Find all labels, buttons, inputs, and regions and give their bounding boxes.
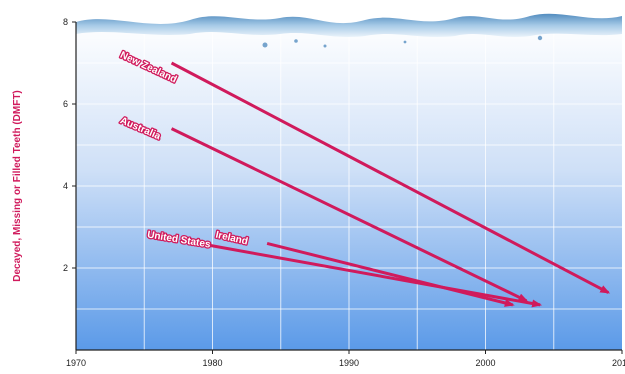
water-surface-decoration [76,13,622,48]
y-tick-label: 2 [63,263,68,273]
series-arrow-new-zealand [170,61,611,294]
series-arrow-ireland [266,241,515,307]
y-tick-labels: 2 4 6 8 [63,17,76,273]
y-tick-label: 4 [63,181,68,191]
x-tick-label: 1970 [66,358,86,368]
series-arrow-united-states [198,241,543,308]
series-arrow-australia [170,127,529,303]
grid-lines [76,22,622,350]
series-arrows [170,61,611,308]
x-tick-labels: 1970 1980 1990 2000 2010 [66,350,625,368]
x-tick-label: 1980 [202,358,222,368]
x-tick-label: 2010 [612,358,625,368]
y-tick-label: 6 [63,99,68,109]
y-tick-label: 8 [63,17,68,27]
x-tick-label: 1990 [339,358,359,368]
x-tick-label: 2000 [475,358,495,368]
y-axis-label: Decayed, Missing or Filled Teeth (DMFT) [12,90,23,282]
